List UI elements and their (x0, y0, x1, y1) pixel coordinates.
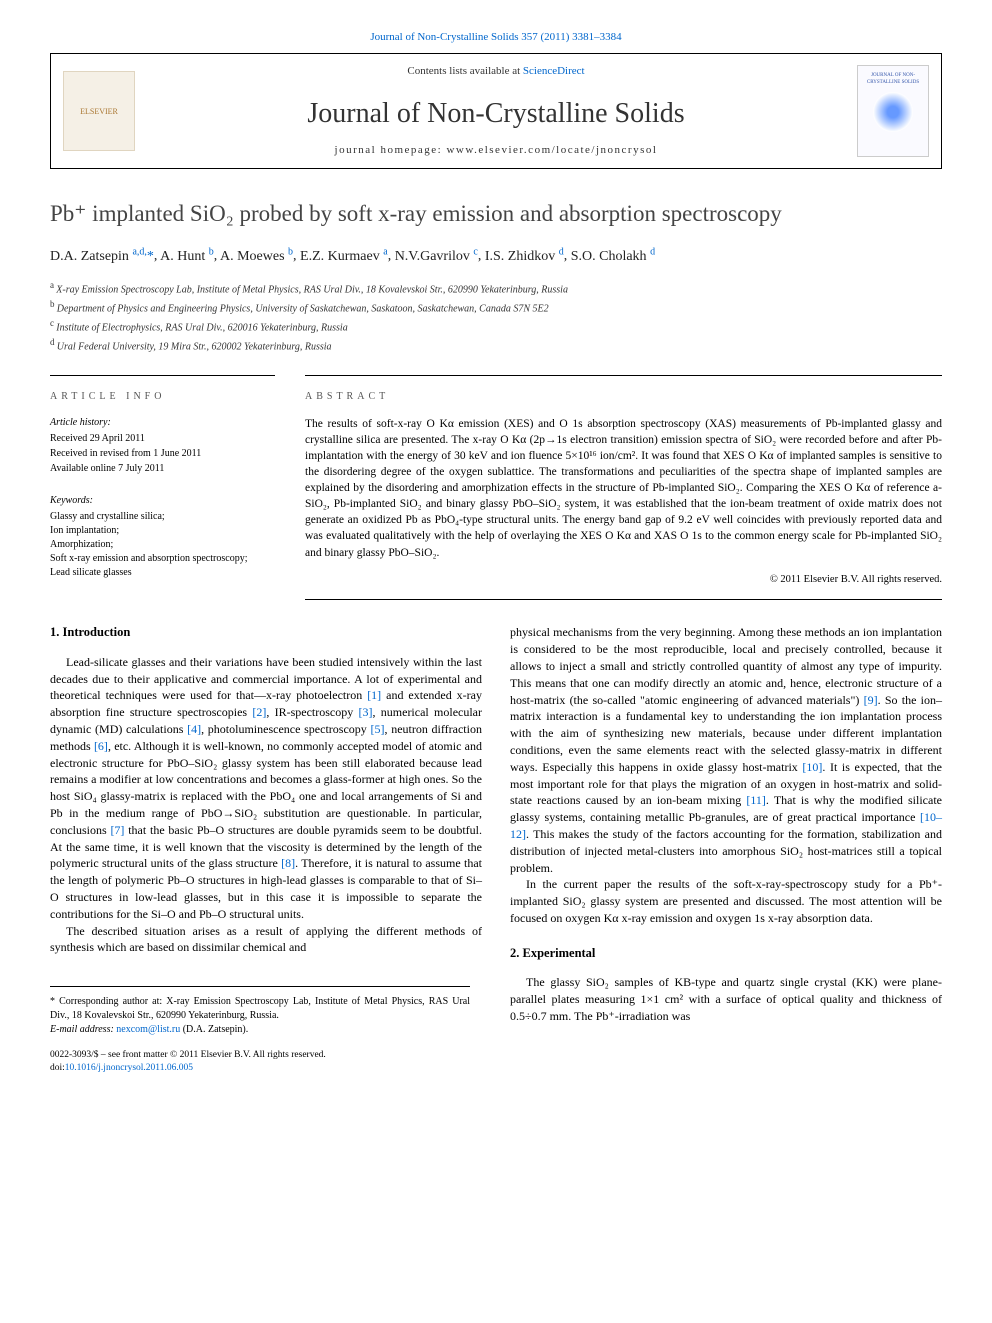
elsevier-logo: ELSEVIER (63, 71, 135, 151)
author-affil-sup: d (650, 246, 655, 257)
elsevier-logo-text: ELSEVIER (80, 106, 118, 117)
section-introduction-heading: 1. Introduction (50, 624, 482, 642)
corresponding-email[interactable]: nexcom@list.ru (116, 1024, 180, 1035)
author: I.S. Zhidkov d (485, 249, 564, 264)
contents-prefix: Contents lists available at (407, 65, 522, 77)
corresponding-email-line: E-mail address: nexcom@list.ru (D.A. Zat… (50, 1023, 470, 1037)
article-info-heading: ARTICLE INFO (50, 390, 275, 404)
intro-paragraph-1: Lead-silicate glasses and their variatio… (50, 654, 482, 923)
keyword-item: Soft x-ray emission and absorption spect… (50, 552, 275, 566)
author-affil-sup: b (288, 246, 293, 257)
corresponding-author-text: * Corresponding author at: X-ray Emissio… (50, 995, 470, 1023)
issn-line: 0022-3093/$ – see front matter © 2011 El… (50, 1049, 482, 1062)
author: A. Moewes b (220, 249, 293, 264)
author: N.V.Gavrilov c (395, 249, 478, 264)
doi-block: 0022-3093/$ – see front matter © 2011 El… (50, 1049, 482, 1076)
abstract-block: ABSTRACT The results of soft-x-ray O Kα … (305, 375, 942, 601)
section-experimental-heading: 2. Experimental (510, 945, 942, 963)
article-title: Pb⁺ implanted SiO₂ probed by soft x-ray … (50, 199, 942, 229)
keywords-items: Glassy and crystalline silica;Ion implan… (50, 510, 275, 580)
affiliation: b Department of Physics and Engineering … (50, 298, 942, 316)
reference-link[interactable]: [6] (94, 739, 108, 753)
article-history-items: Received 29 April 2011Received in revise… (50, 432, 275, 476)
keywords-label: Keywords: (50, 494, 275, 508)
reference-link[interactable]: [11] (746, 793, 766, 807)
reference-link[interactable]: [10–12] (510, 810, 942, 841)
doi-link[interactable]: 10.1016/j.jnoncrysol.2011.06.005 (65, 1063, 193, 1073)
history-item: Received in revised from 1 June 2011 (50, 447, 275, 461)
author-affil-sup: b (209, 246, 214, 257)
reference-link[interactable]: [7] (110, 823, 124, 837)
journal-name: Journal of Non-Crystalline Solids (51, 94, 941, 133)
homepage-prefix: journal homepage: (335, 144, 447, 156)
intro-paragraph-2: The described situation arises as a resu… (50, 923, 482, 957)
doi-line: doi:10.1016/j.jnoncrysol.2011.06.005 (50, 1062, 482, 1075)
journal-cover-thumbnail: JOURNAL OF NON-CRYSTALLINE SOLIDS (857, 65, 929, 157)
author: E.Z. Kurmaev a (300, 249, 388, 264)
article-history-label: Article history: (50, 416, 275, 430)
reference-link[interactable]: [4] (187, 722, 201, 736)
affiliations-list: a X-ray Emission Spectroscopy Lab, Insti… (50, 279, 942, 355)
author: D.A. Zatsepin a,d,* (50, 249, 154, 264)
history-item: Available online 7 July 2011 (50, 462, 275, 476)
keyword-item: Lead silicate glasses (50, 566, 275, 580)
reference-link[interactable]: [5] (370, 722, 384, 736)
reference-link[interactable]: [10] (802, 760, 822, 774)
abstract-copyright: © 2011 Elsevier B.V. All rights reserved… (305, 573, 942, 588)
keyword-item: Amorphization; (50, 538, 275, 552)
keyword-item: Ion implantation; (50, 524, 275, 538)
intro-paragraph-3: physical mechanisms from the very beginn… (510, 624, 942, 876)
keywords-block: Keywords: Glassy and crystalline silica;… (50, 494, 275, 580)
article-info-block: ARTICLE INFO Article history: Received 2… (50, 375, 275, 601)
experimental-paragraph-1: The glassy SiO₂ samples of KB-type and q… (510, 974, 942, 1024)
affiliation: c Institute of Electrophysics, RAS Ural … (50, 317, 942, 335)
journal-reference-link[interactable]: Journal of Non-Crystalline Solids 357 (2… (50, 30, 942, 45)
corresponding-star-icon: * (147, 249, 154, 264)
column-right: physical mechanisms from the very beginn… (510, 624, 942, 1075)
author-affil-sup: d (559, 246, 564, 257)
reference-link[interactable]: [2] (252, 705, 266, 719)
email-suffix: (D.A. Zatsepin). (180, 1024, 248, 1035)
contents-available-line: Contents lists available at ScienceDirec… (51, 64, 941, 79)
author-affil-sup: a (383, 246, 387, 257)
affiliation: d Ural Federal University, 19 Mira Str.,… (50, 336, 942, 354)
reference-link[interactable]: [3] (359, 705, 373, 719)
author-affil-sup: a,d, (132, 246, 146, 257)
abstract-text: The results of soft-x-ray O Kα emission … (305, 416, 942, 561)
email-label: E-mail address: (50, 1024, 116, 1035)
corresponding-author-footer: * Corresponding author at: X-ray Emissio… (50, 986, 470, 1037)
sciencedirect-link[interactable]: ScienceDirect (523, 65, 585, 77)
info-abstract-row: ARTICLE INFO Article history: Received 2… (50, 375, 942, 601)
author: S.O. Cholakh d (571, 249, 655, 264)
author-affil-sup: c (473, 246, 477, 257)
keyword-item: Glassy and crystalline silica; (50, 510, 275, 524)
journal-cover-label: JOURNAL OF NON-CRYSTALLINE SOLIDS (858, 72, 928, 86)
journal-homepage-line: journal homepage: www.elsevier.com/locat… (51, 143, 941, 158)
reference-link[interactable]: [8] (281, 856, 295, 870)
affiliation: a X-ray Emission Spectroscopy Lab, Insti… (50, 279, 942, 297)
history-item: Received 29 April 2011 (50, 432, 275, 446)
abstract-heading: ABSTRACT (305, 390, 942, 404)
homepage-url[interactable]: www.elsevier.com/locate/jnoncrysol (446, 144, 657, 156)
intro-paragraph-4: In the current paper the results of the … (510, 876, 942, 926)
reference-link[interactable]: [9] (864, 693, 878, 707)
doi-prefix: doi: (50, 1063, 65, 1073)
author: A. Hunt b (160, 249, 214, 264)
reference-link[interactable]: [1] (367, 688, 381, 702)
column-left: 1. Introduction Lead-silicate glasses an… (50, 624, 482, 1075)
authors-list: D.A. Zatsepin a,d,*, A. Hunt b, A. Moewe… (50, 245, 942, 266)
journal-header-box: ELSEVIER JOURNAL OF NON-CRYSTALLINE SOLI… (50, 53, 942, 169)
journal-cover-graphic (873, 92, 913, 132)
body-columns: 1. Introduction Lead-silicate glasses an… (50, 624, 942, 1075)
